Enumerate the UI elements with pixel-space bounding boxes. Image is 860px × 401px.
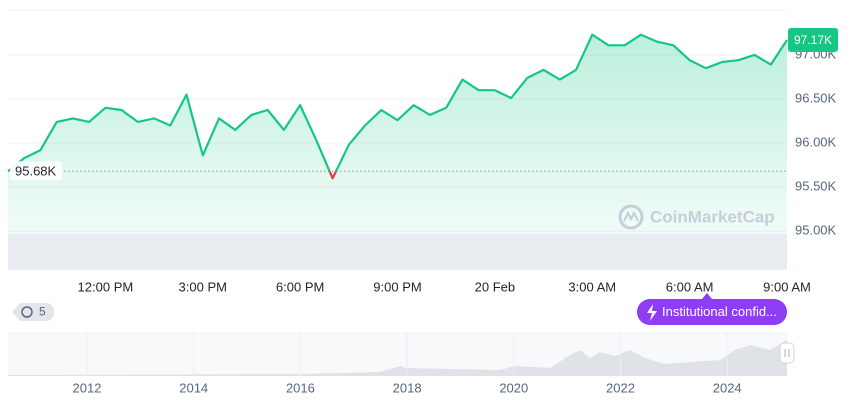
y-tick-label: 95.00K: [795, 223, 837, 238]
area: [8, 34, 787, 271]
x-tick-label: 6:00 AM: [666, 279, 714, 294]
x-tick-label: 20 Feb: [475, 279, 515, 294]
volume-band: [8, 234, 787, 270]
watermark-text: CoinMarketCap: [650, 207, 775, 226]
history-count: 5: [39, 305, 46, 319]
reference-label-bg: [10, 161, 62, 181]
x-tick-label: 3:00 PM: [179, 279, 227, 294]
navigator-year: 2014: [179, 380, 208, 395]
watermark: CoinMarketCap: [618, 204, 775, 230]
y-tick-label: 96.50K: [795, 90, 837, 105]
x-tick-label: 6:00 PM: [276, 279, 324, 294]
navigator-year: 2012: [73, 380, 102, 395]
navigator: [8, 332, 795, 376]
navigator-area: [8, 340, 787, 376]
y-tick-label: 95.50K: [795, 179, 837, 194]
navigator-year: 2020: [499, 380, 528, 395]
x-tick-label: 3:00 AM: [568, 279, 616, 294]
history-badge[interactable]: 5: [12, 303, 54, 321]
navigator-year: 2024: [713, 380, 742, 395]
navigator-year: 2018: [393, 380, 422, 395]
x-tick-label: 12:00 PM: [78, 279, 134, 294]
last-price-box: [788, 27, 838, 52]
price-line: [7, 33, 788, 180]
institutional-label: Institutional confid...: [662, 304, 777, 319]
reference-label: 95.68K: [15, 164, 57, 179]
y-tick-label: 96.00K: [795, 135, 837, 150]
last-price-label: 97.17K: [794, 33, 832, 47]
x-tick-label: 9:00 AM: [763, 279, 811, 294]
navigator-year: 2016: [286, 380, 315, 395]
x-tick-label: 9:00 PM: [373, 279, 421, 294]
navigator-year: 2022: [606, 380, 635, 395]
institutional-button[interactable]: Institutional confid...: [637, 293, 787, 325]
